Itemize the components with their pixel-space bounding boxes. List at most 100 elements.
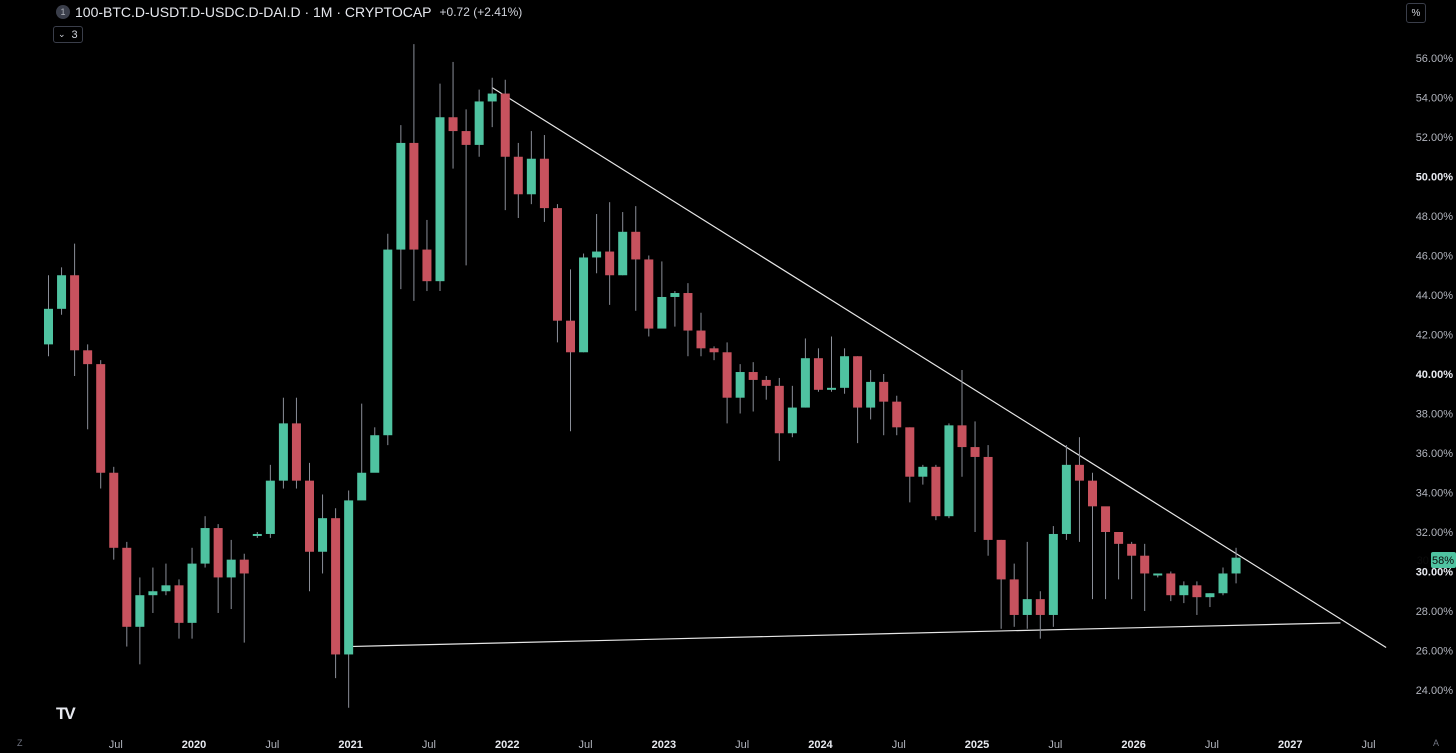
x-tick-label: 2026 <box>1121 739 1145 751</box>
candle <box>370 427 380 473</box>
candle-body <box>879 381 889 402</box>
candle-body <box>918 466 928 477</box>
candle <box>474 89 484 157</box>
candle-body <box>1048 533 1058 615</box>
candle-body <box>383 249 393 436</box>
candle-body <box>866 381 876 408</box>
y-tick-label: 46.00% <box>1416 251 1454 263</box>
candle-body <box>840 356 850 388</box>
candle <box>748 362 758 412</box>
candle <box>970 421 980 532</box>
indicators-toggle[interactable]: ⌄ 3 <box>53 26 83 43</box>
price-change: +0.72 (+2.41%) <box>439 5 523 19</box>
last-price-layer: 30.58% <box>1417 552 1456 569</box>
candle-body <box>579 257 589 353</box>
candle <box>892 395 902 436</box>
candle-body <box>592 251 602 258</box>
candle-body <box>944 425 954 517</box>
candle-body <box>226 559 236 578</box>
candle <box>396 125 406 290</box>
candle-body <box>57 275 67 309</box>
candle-body <box>318 518 328 552</box>
candle-body <box>252 533 262 536</box>
x-tick-label: Jul <box>265 739 279 751</box>
candle <box>774 377 784 461</box>
candles-layer <box>44 44 1241 708</box>
candle <box>918 464 928 485</box>
x-tick-label: 2024 <box>808 739 833 751</box>
candle-body <box>1153 573 1163 576</box>
x-tick-label: 2020 <box>182 739 206 751</box>
candle <box>135 577 145 665</box>
y-tick-label: 52.00% <box>1416 132 1454 144</box>
auto-scale-button[interactable]: A <box>1433 738 1440 748</box>
candle-body <box>500 93 510 157</box>
candle-body <box>1140 555 1150 574</box>
candle-body <box>735 372 745 398</box>
chevron-down-icon: ⌄ <box>58 29 66 39</box>
y-tick-label: 26.00% <box>1416 646 1454 658</box>
candle-body <box>344 500 354 655</box>
candle-body <box>605 251 615 276</box>
candle <box>513 142 523 218</box>
y-tick-label: 50.00% <box>1416 172 1454 184</box>
candle <box>1022 541 1032 629</box>
candle-body <box>696 330 706 349</box>
candle <box>239 553 249 643</box>
candle-body <box>787 407 797 434</box>
candle <box>618 212 628 276</box>
candle-body <box>631 231 641 260</box>
candle <box>670 291 680 327</box>
trendline-2[interactable] <box>348 622 1341 648</box>
candle <box>200 516 210 568</box>
candle <box>539 135 549 222</box>
y-tick-label: 44.00% <box>1416 290 1454 302</box>
timezone-button[interactable]: Z <box>17 738 23 748</box>
y-tick-label: 38.00% <box>1416 409 1454 421</box>
x-tick-label: Jul <box>892 739 906 751</box>
candle-body <box>1218 573 1228 594</box>
x-tick-label: Jul <box>579 739 593 751</box>
candle <box>1179 581 1189 604</box>
candle-body <box>657 296 667 329</box>
candle <box>161 563 171 596</box>
candle-body <box>748 372 758 380</box>
candle <box>383 233 393 446</box>
candle-body <box>370 435 380 473</box>
candle-body <box>1166 573 1176 596</box>
candle-body <box>827 387 836 390</box>
candle-body <box>1179 585 1189 596</box>
candle <box>96 360 106 489</box>
candle-body <box>983 456 993 540</box>
time-axis[interactable]: Jul 2020 Jul 2021 Jul 2022 Jul 2023 Jul 2024 Jul 20… <box>109 739 1376 751</box>
candle <box>422 219 432 292</box>
candle-body <box>905 427 915 477</box>
candle-body <box>800 358 810 408</box>
x-tick-label: Jul <box>1205 739 1219 751</box>
candle-body <box>409 142 419 250</box>
percent-scale-button[interactable]: % <box>1406 3 1426 23</box>
candle <box>435 83 445 292</box>
candle-body <box>200 528 210 564</box>
candle-body <box>853 356 863 408</box>
candle-body <box>709 348 719 353</box>
candle <box>983 445 993 556</box>
candle-body <box>1205 593 1215 598</box>
candle <box>252 532 262 538</box>
candle <box>526 131 536 205</box>
candle <box>866 370 876 420</box>
trendline-1[interactable] <box>491 87 1387 649</box>
candle-body <box>644 259 654 329</box>
candle <box>1009 563 1019 627</box>
indicators-count: 3 <box>71 28 78 41</box>
candle <box>174 579 184 639</box>
legend-index-badge[interactable]: 1 <box>56 5 70 19</box>
candle-body <box>96 364 106 473</box>
candle-body <box>761 379 771 386</box>
price-axis[interactable]: 56.00% 54.00% 52.00% 50.00% 48.00% 46.00% 44.0… <box>1416 53 1454 697</box>
y-tick-label: 32.00% <box>1416 527 1454 539</box>
y-tick-label: 30.00% <box>1416 567 1454 579</box>
candle <box>827 336 836 392</box>
candle-body <box>722 352 732 398</box>
